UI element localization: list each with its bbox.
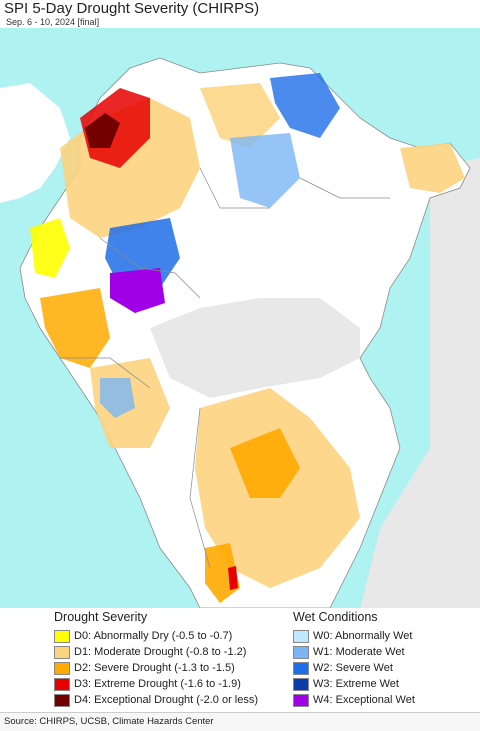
map-canvas [0,28,480,608]
map-title: SPI 5-Day Drought Severity (CHIRPS) [4,0,260,17]
legend-label-w4: W4: Exceptional Wet [313,694,415,706]
legend-item-w3: W3: Extreme Wet [293,676,415,692]
legend-item-w0: W0: Abnormally Wet [293,628,415,644]
legend-item-d0: D0: Abnormally Dry (-0.5 to -0.7) [54,628,258,644]
legend-item-w4: W4: Exceptional Wet [293,692,415,708]
legend-label-w2: W2: Severe Wet [313,662,393,674]
country-borders [60,167,390,569]
wet-exceptional-amazon [110,268,165,313]
swatch-w1 [293,645,309,659]
wet-zone-amazon [105,218,180,288]
swatch-d3 [54,677,70,691]
swatch-w4 [293,693,309,707]
swatch-d1 [54,645,70,659]
legend-label-d2: D2: Severe Drought (-1.3 to -1.5) [74,662,235,674]
drought-extreme-south [228,566,238,590]
land-outside-interior [150,298,360,398]
drought-map [0,28,480,608]
legend-wet-heading: Wet Conditions [293,610,378,624]
drought-zone-venezuela [200,83,280,148]
swatch-w2 [293,661,309,675]
legend-label-d3: D3: Extreme Drought (-1.6 to -1.9) [74,678,241,690]
legend-label-d4: D4: Exceptional Drought (-2.0 or less) [74,694,259,706]
legend-item-w1: W1: Moderate Wet [293,644,415,660]
drought-abnormal-ecuador [30,218,70,278]
legend-label-w0: W0: Abnormally Wet [313,630,413,642]
source-footer: Source: CHIRPS, UCSB, Climate Hazards Ce… [0,712,480,731]
drought-severe-peru [40,288,110,368]
drought-exceptional-north [85,113,120,148]
swatch-w0 [293,629,309,643]
legend-label-d0: D0: Abnormally Dry (-0.5 to -0.7) [74,630,233,642]
legend-item-d2: D2: Severe Drought (-1.3 to -1.5) [54,660,258,676]
drought-severe-bolivia [230,428,300,498]
legend-label-d1: D1: Moderate Drought (-0.8 to -1.2) [74,646,247,658]
legend-item-d4: D4: Exceptional Drought (-2.0 or less) [54,692,258,708]
legend: Drought Severity D0: Abnormally Dry (-0.… [0,608,480,712]
legend-label-w1: W1: Moderate Wet [313,646,405,658]
drought-zone-guyana [400,143,465,193]
legend-item-d3: D3: Extreme Drought (-1.6 to -1.9) [54,676,258,692]
legend-item-d1: D1: Moderate Drought (-0.8 to -1.2) [54,644,258,660]
land-outside-east [360,158,480,608]
legend-drought-heading: Drought Severity [54,610,148,624]
wet-moderate-venezuela [230,133,300,208]
map-subtitle: Sep. 6 - 10, 2024 [final] [6,17,100,27]
swatch-d2 [54,661,70,675]
swatch-w3 [293,677,309,691]
central-america [0,83,70,203]
swatch-d4 [54,693,70,707]
source-text: Source: CHIRPS, UCSB, Climate Hazards Ce… [4,716,214,727]
legend-item-w2: W2: Severe Wet [293,660,415,676]
wet-zone-southern-peru [100,378,135,418]
legend-drought: Drought Severity D0: Abnormally Dry (-0.… [54,610,258,708]
wet-zone-venezuela [270,73,340,138]
legend-label-w3: W3: Extreme Wet [313,678,399,690]
legend-wet: Wet Conditions W0: Abnormally Wet W1: Mo… [293,610,415,708]
swatch-d0 [54,629,70,643]
